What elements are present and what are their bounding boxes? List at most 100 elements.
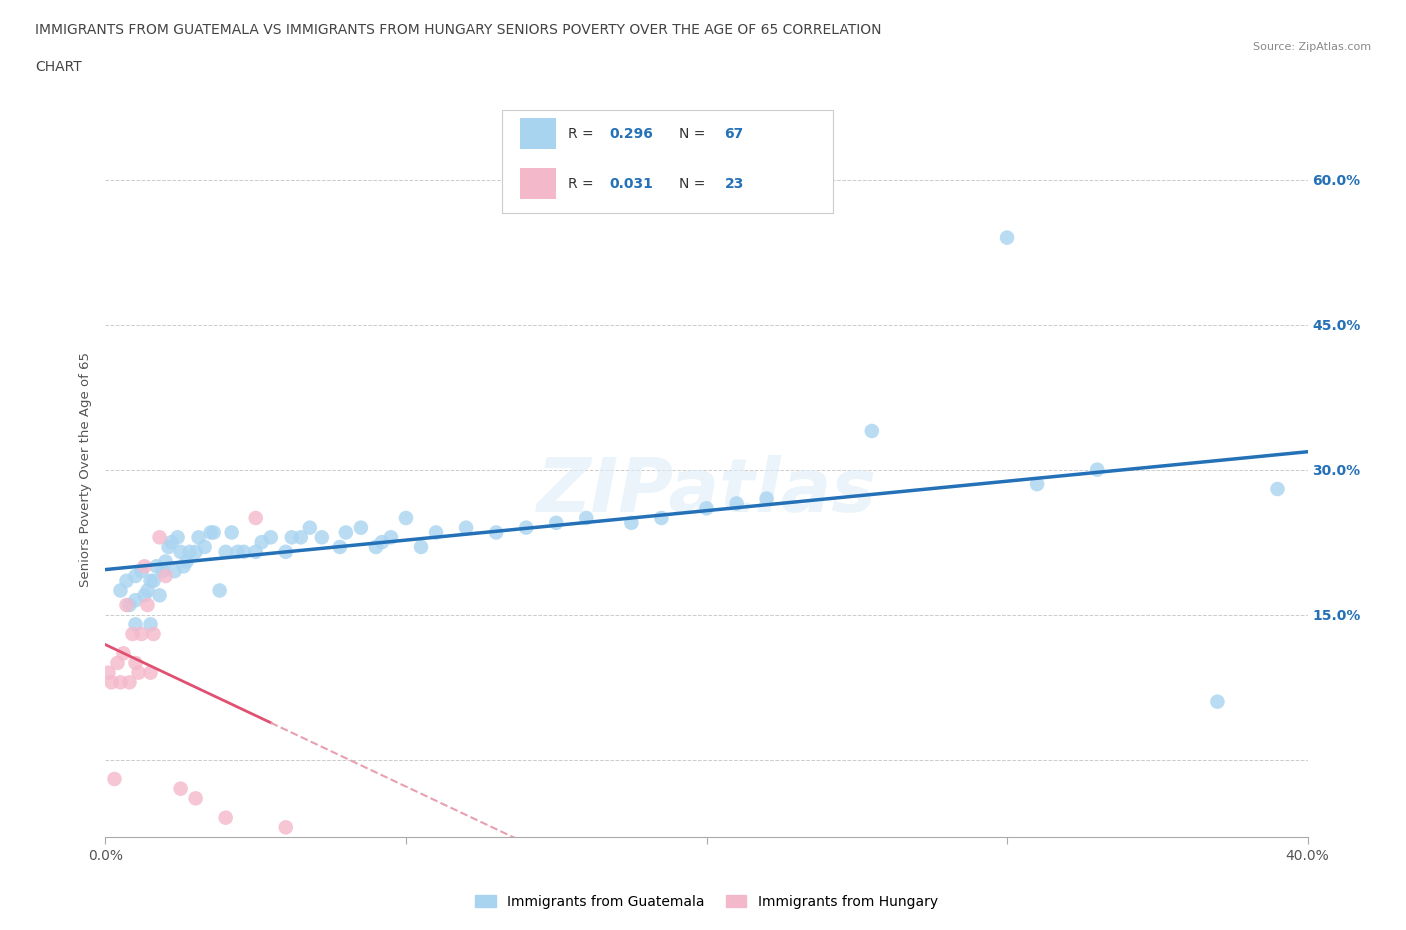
Point <box>134 559 156 574</box>
FancyBboxPatch shape <box>520 118 557 149</box>
Point <box>364 539 387 554</box>
Point <box>202 525 225 540</box>
Point <box>290 530 312 545</box>
Point <box>166 530 188 545</box>
Text: 23: 23 <box>724 177 744 191</box>
Point <box>232 544 254 559</box>
Point <box>148 588 170 603</box>
Point <box>155 554 177 569</box>
Point <box>620 515 643 530</box>
Text: 67: 67 <box>724 127 744 141</box>
Point <box>118 675 141 690</box>
Point <box>131 627 153 642</box>
Point <box>194 539 217 554</box>
Point <box>696 501 718 516</box>
Point <box>274 544 297 559</box>
Point <box>155 568 177 583</box>
Point <box>163 564 186 578</box>
Point <box>100 675 122 690</box>
Point <box>128 665 150 680</box>
Point <box>145 559 167 574</box>
Point <box>124 592 146 607</box>
Point <box>725 496 748 511</box>
Text: IMMIGRANTS FROM GUATEMALA VS IMMIGRANTS FROM HUNGARY SENIORS POVERTY OVER THE AG: IMMIGRANTS FROM GUATEMALA VS IMMIGRANTS … <box>35 23 882 37</box>
Point <box>454 520 477 535</box>
Point <box>157 539 180 554</box>
Point <box>139 574 162 589</box>
Point <box>281 530 304 545</box>
FancyBboxPatch shape <box>502 110 832 213</box>
Point <box>575 511 598 525</box>
Point <box>214 544 236 559</box>
Point <box>124 656 146 671</box>
Text: CHART: CHART <box>35 60 82 74</box>
Point <box>112 645 135 660</box>
Text: R =: R = <box>568 127 599 141</box>
Point <box>311 530 333 545</box>
Point <box>250 535 273 550</box>
Point <box>245 544 267 559</box>
Point <box>124 617 146 631</box>
Point <box>1085 462 1108 477</box>
Point <box>371 535 394 550</box>
Point <box>118 598 141 613</box>
Point <box>329 539 352 554</box>
Text: N =: N = <box>679 177 710 191</box>
Point <box>409 539 432 554</box>
Point <box>152 564 174 578</box>
Text: 0.296: 0.296 <box>609 127 652 141</box>
Point <box>115 598 138 613</box>
Text: 0.031: 0.031 <box>609 177 652 191</box>
Point <box>515 520 537 535</box>
Point <box>121 627 143 642</box>
Point <box>136 583 159 598</box>
Point <box>546 515 568 530</box>
Point <box>124 568 146 583</box>
Point <box>1206 694 1229 709</box>
Point <box>187 530 209 545</box>
Point <box>335 525 357 540</box>
Point <box>173 559 195 574</box>
Point <box>184 544 207 559</box>
Point <box>200 525 222 540</box>
Point <box>350 520 373 535</box>
Point <box>169 544 191 559</box>
Text: N =: N = <box>679 127 710 141</box>
Point <box>298 520 321 535</box>
Y-axis label: Seniors Poverty Over the Age of 65: Seniors Poverty Over the Age of 65 <box>79 352 93 587</box>
Text: ZIPatlas: ZIPatlas <box>537 455 876 528</box>
Point <box>110 583 132 598</box>
Point <box>395 511 418 525</box>
FancyBboxPatch shape <box>520 167 557 198</box>
Point <box>131 564 153 578</box>
Point <box>1267 482 1289 497</box>
Point <box>995 231 1018 246</box>
Point <box>425 525 447 540</box>
Point <box>179 544 201 559</box>
Text: R =: R = <box>568 177 599 191</box>
Point <box>380 530 402 545</box>
Legend: Immigrants from Guatemala, Immigrants from Hungary: Immigrants from Guatemala, Immigrants fr… <box>470 889 943 914</box>
Point <box>260 530 283 545</box>
Point <box>142 627 165 642</box>
Point <box>184 790 207 805</box>
Point <box>214 810 236 825</box>
Point <box>221 525 243 540</box>
Point <box>1026 477 1049 492</box>
Point <box>226 544 249 559</box>
Point <box>650 511 672 525</box>
Point <box>176 554 198 569</box>
Point <box>160 535 183 550</box>
Point <box>169 781 191 796</box>
Point <box>485 525 508 540</box>
Point <box>136 598 159 613</box>
Point <box>110 675 132 690</box>
Point <box>148 530 170 545</box>
Point <box>274 820 297 835</box>
Point <box>142 574 165 589</box>
Point <box>134 588 156 603</box>
Point <box>115 574 138 589</box>
Text: Source: ZipAtlas.com: Source: ZipAtlas.com <box>1253 42 1371 52</box>
Point <box>97 665 120 680</box>
Point <box>208 583 231 598</box>
